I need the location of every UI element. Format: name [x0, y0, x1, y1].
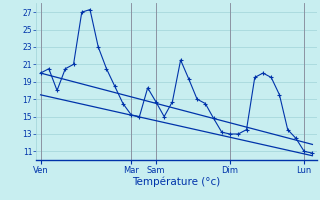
X-axis label: Température (°c): Température (°c) — [132, 176, 220, 187]
